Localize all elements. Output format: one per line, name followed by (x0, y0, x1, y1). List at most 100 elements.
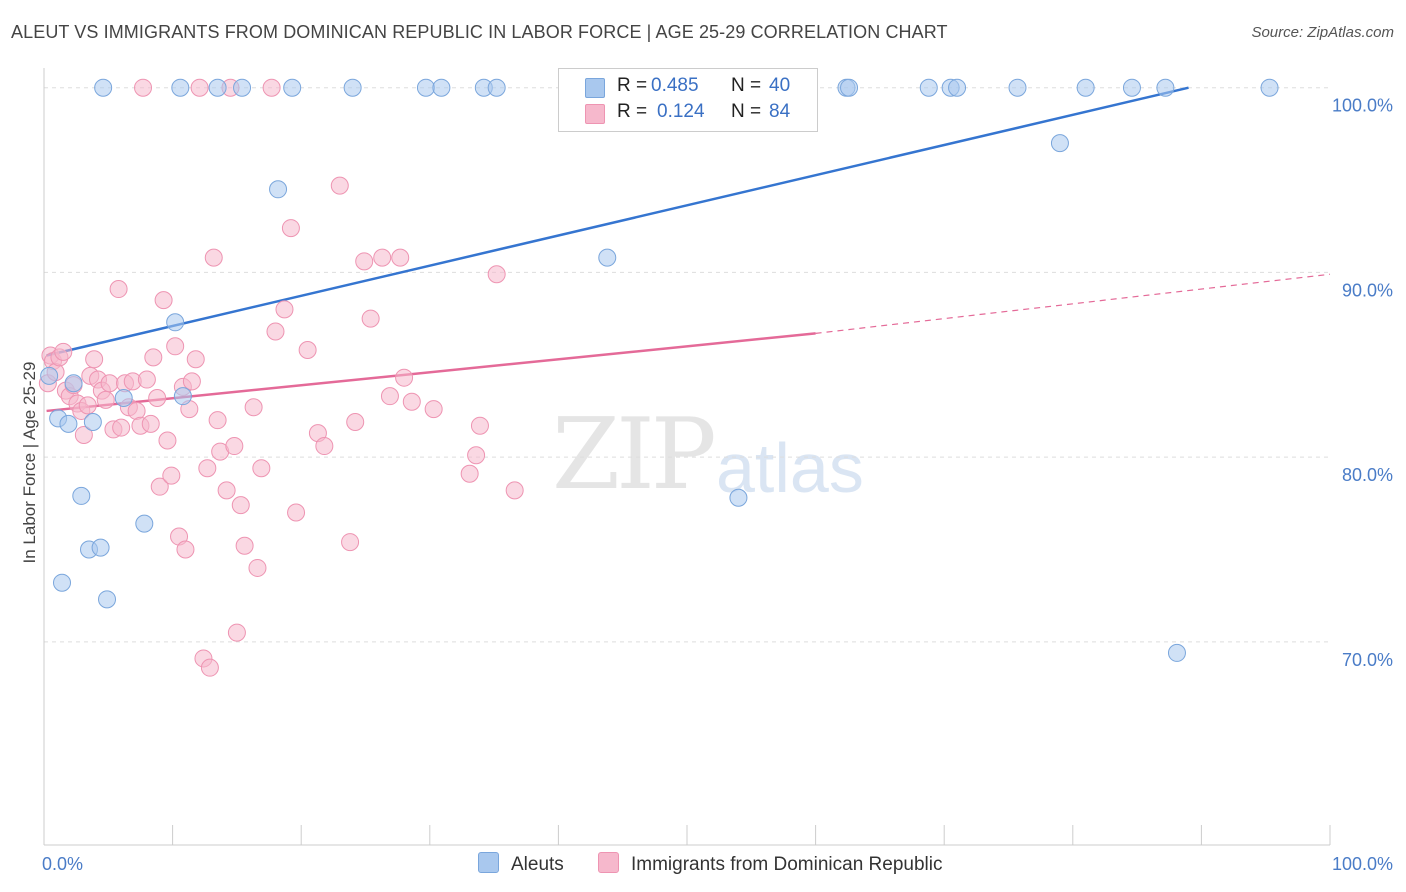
dominican-point (281, 219, 300, 238)
dominican-point (467, 446, 486, 465)
aleut-point (135, 514, 154, 533)
dominican-swatch (585, 104, 605, 124)
correlation-legend: R = 0.485 N = 40 R = 0.124 N = 84 (558, 68, 818, 132)
dominican-point (373, 248, 392, 267)
aleut-point (166, 313, 185, 332)
aleut-point (72, 486, 91, 505)
dominican-point (208, 411, 227, 430)
bottom-aleut-swatch (478, 852, 499, 873)
aleut-swatch (585, 78, 605, 98)
aleut-point (1076, 78, 1095, 97)
aleut-point (1260, 78, 1279, 97)
dominican-point (100, 374, 119, 393)
dominican-point (341, 533, 360, 552)
dominican-point (227, 623, 246, 642)
dominican-point (137, 370, 156, 389)
dominican-point (424, 400, 443, 419)
aleut-point (269, 180, 288, 199)
dominican-point (505, 481, 524, 500)
gridlines (44, 87, 1330, 643)
dominican-point (225, 437, 244, 456)
dominican-point (217, 481, 236, 500)
bottom-dominican-label: Immigrants from Dominican Republic (631, 854, 943, 875)
dominican-point (402, 392, 421, 411)
dominican-point (127, 401, 146, 420)
dominican-point (182, 372, 201, 391)
axes (43, 68, 1331, 846)
aleut-point (416, 78, 435, 97)
dominican-point (244, 398, 263, 417)
tick-labels: 100.0% 90.0% 80.0% 70.0% 0.0% 100.0% In Labor … (20, 96, 1393, 874)
aleut-point (94, 78, 113, 97)
dominican-n-value: 84 (769, 101, 791, 122)
dominican-point (186, 350, 205, 369)
aleut-point (919, 78, 938, 97)
dominican-point (346, 413, 365, 432)
dominican-point (74, 425, 93, 444)
y-tick-label: 70.0% (1342, 650, 1393, 670)
aleut-point (487, 78, 506, 97)
dominican-point (54, 342, 73, 361)
bottom-dominican-swatch (598, 852, 619, 873)
dominican-point (248, 558, 267, 577)
dominican-point (231, 496, 250, 515)
aleut-point (208, 78, 227, 97)
aleut-point (59, 414, 78, 433)
aleut-point (432, 78, 451, 97)
aleut-point (40, 366, 59, 385)
bottom-legend-dominican: Immigrants from Dominican Republic (598, 852, 943, 876)
aleut-point (1167, 643, 1186, 662)
dominican-point (190, 78, 209, 97)
dominican-point (154, 291, 173, 310)
dominican-point (134, 78, 153, 97)
aleut-point (1008, 78, 1027, 97)
dominican-point (275, 300, 294, 319)
y-tick-label: 100.0% (1332, 96, 1393, 116)
dominican-points (38, 78, 748, 677)
dominican-point (380, 387, 399, 406)
aleut-point (1050, 134, 1069, 153)
aleut-point (83, 413, 102, 432)
y-tick-label: 90.0% (1342, 280, 1393, 300)
dominican-point (204, 248, 223, 267)
aleut-point (1156, 78, 1175, 97)
dominican-point (158, 431, 177, 450)
aleut-n-value: 40 (769, 75, 791, 96)
aleut-point (91, 538, 110, 557)
dominican-point (85, 350, 104, 369)
dominican-trend-extension (815, 273, 1331, 334)
chart-title: ALEUT VS IMMIGRANTS FROM DOMINICAN REPUB… (11, 22, 948, 42)
dominican-point (395, 368, 414, 387)
aleut-point (283, 78, 302, 97)
aleut-point (1122, 78, 1141, 97)
dominican-point (78, 396, 97, 415)
dominican-point (487, 265, 506, 284)
aleut-point (598, 248, 617, 267)
aleut-point (53, 573, 72, 592)
dominican-point (262, 78, 281, 97)
watermark-zip: ZIP (552, 398, 717, 512)
dominican-point (470, 416, 489, 435)
y-axis-label: In Labor Force | Age 25-29 (20, 362, 39, 564)
dominican-point (112, 418, 131, 437)
aleut-point (343, 78, 362, 97)
aleut-r-label: R = (617, 75, 648, 96)
dominican-point (460, 464, 479, 483)
dominican-point (200, 658, 219, 677)
dominican-point (391, 248, 410, 267)
trend-lines (46, 86, 1331, 413)
aleut-point (98, 590, 117, 609)
aleut-point (729, 488, 748, 507)
bottom-aleut-label: Aleuts (511, 854, 564, 875)
dominican-point (235, 536, 254, 555)
dominican-point (166, 337, 185, 356)
dominican-point (298, 340, 317, 359)
dominican-point (176, 540, 195, 559)
aleut-point (64, 374, 83, 393)
aleut-point (114, 389, 133, 408)
aleut-point (233, 78, 252, 97)
dominican-point (287, 503, 306, 522)
aleut-point (948, 78, 967, 97)
bottom-legend-aleut: Aleuts (478, 852, 564, 876)
